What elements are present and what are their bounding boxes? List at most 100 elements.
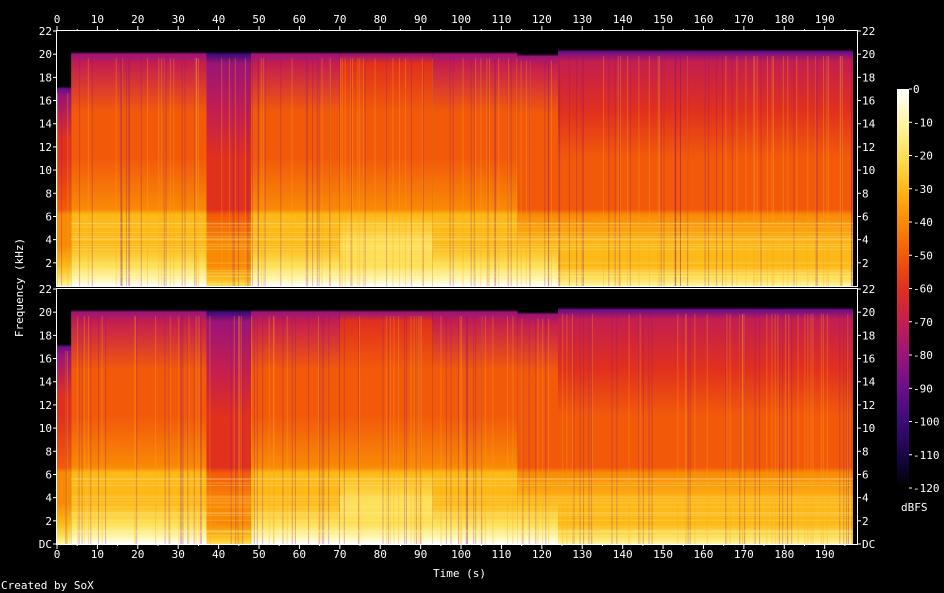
transient-streak — [316, 58, 318, 287]
spectral-segment — [71, 31, 207, 286]
x-tick-label: 160 — [694, 13, 714, 26]
x-tick-label: 70 — [333, 13, 346, 26]
transient-streak — [722, 55, 723, 287]
transient-streak — [264, 58, 266, 287]
transient-streak — [359, 58, 361, 287]
transient-streak — [826, 313, 828, 544]
transient-streak — [187, 316, 189, 544]
spectral-segment — [339, 31, 433, 286]
transient-streak — [791, 313, 793, 544]
transient-streak — [329, 58, 331, 287]
transient-streak — [234, 58, 236, 287]
transient-streak — [178, 316, 180, 544]
transient-streak — [685, 313, 687, 544]
y-tick-label: 2 — [862, 257, 869, 270]
transient-streak — [826, 55, 828, 287]
transient-streak — [677, 313, 679, 544]
transient-streak — [627, 55, 629, 287]
transient-streak — [603, 55, 604, 287]
transient-streak — [590, 313, 592, 544]
transient-streak — [481, 316, 483, 544]
colorbar-tick-label: -20 — [913, 150, 933, 163]
transient-streak — [294, 316, 296, 544]
y-tick-label: 12 — [862, 141, 875, 154]
transient-streak — [521, 318, 523, 544]
transient-streak — [198, 316, 200, 544]
transient-streak — [548, 318, 550, 544]
harmonic-band — [71, 506, 853, 508]
transient-streak — [843, 313, 845, 544]
harmonic-band — [71, 272, 853, 274]
x-tick-label: 150 — [653, 13, 673, 26]
transient-streak — [766, 55, 768, 287]
transient-streak — [766, 313, 768, 544]
transient-streak — [492, 316, 494, 544]
transient-streak — [399, 58, 400, 287]
transient-streak — [134, 316, 136, 544]
x-tick-label: 10 — [91, 548, 104, 561]
transient-streak — [169, 58, 171, 287]
transient-streak — [744, 313, 746, 544]
transient-streak — [420, 316, 422, 544]
transient-streak — [753, 55, 755, 287]
x-tick-label: 160 — [694, 548, 714, 561]
transient-streak — [566, 313, 568, 544]
harmonic-band — [71, 482, 853, 484]
transient-streak — [508, 58, 509, 287]
y-tick-label: 10 — [39, 164, 52, 177]
transient-streak — [253, 316, 255, 544]
transient-streak — [815, 55, 817, 287]
transient-streak — [804, 313, 806, 544]
harmonic-band — [71, 478, 853, 480]
transient-streak — [771, 55, 773, 287]
transient-streak — [651, 313, 653, 544]
x-tick-label: 140 — [613, 13, 633, 26]
transient-streak — [525, 60, 527, 286]
transient-streak — [516, 58, 518, 287]
transient-streak — [820, 313, 822, 544]
transient-streak — [128, 58, 130, 287]
transient-streak — [230, 316, 232, 544]
y-tick-label: 6 — [862, 468, 869, 481]
transient-streak — [745, 55, 747, 287]
footer-credit: Created by SoX — [1, 579, 94, 592]
x-tick-label: 40 — [212, 13, 225, 26]
colorbar-tick-label: -80 — [913, 349, 933, 362]
transient-streak — [839, 313, 841, 544]
transient-streak — [364, 58, 366, 287]
transient-streak — [421, 58, 423, 287]
transient-streak — [350, 58, 352, 287]
y-tick-label: 8 — [45, 187, 52, 200]
transient-streak — [228, 58, 230, 287]
transient-streak — [120, 58, 122, 287]
y-tick-label: 12 — [862, 399, 875, 412]
transient-streak — [273, 316, 275, 544]
transient-streak — [840, 55, 842, 287]
spectral-segment — [206, 289, 251, 544]
transient-streak — [209, 316, 211, 544]
x-tick-label: 130 — [572, 548, 592, 561]
transient-streak — [774, 313, 776, 544]
transient-streak — [359, 316, 361, 544]
transient-streak — [184, 58, 186, 287]
y-tick-label: 8 — [862, 187, 869, 200]
x-axis-label: Time (s) — [433, 567, 486, 580]
transient-streak — [542, 318, 544, 544]
transient-streak — [760, 55, 762, 287]
transient-streak — [238, 316, 240, 544]
transient-streak — [638, 313, 640, 544]
transient-streak — [413, 316, 415, 544]
transient-streak — [87, 58, 89, 287]
harmonic-band — [71, 235, 853, 237]
colorbar-tick-label: -40 — [913, 216, 933, 229]
colorbar-gradient — [897, 89, 909, 488]
transient-streak — [452, 58, 454, 287]
transient-streak — [619, 55, 621, 287]
transient-streak — [374, 58, 376, 287]
y-tick-label: 18 — [39, 71, 52, 84]
transient-streak — [815, 55, 817, 287]
x-tick-label: 30 — [172, 548, 185, 561]
transient-streak — [323, 316, 325, 544]
transient-streak — [410, 58, 412, 287]
transient-streak — [754, 55, 756, 287]
